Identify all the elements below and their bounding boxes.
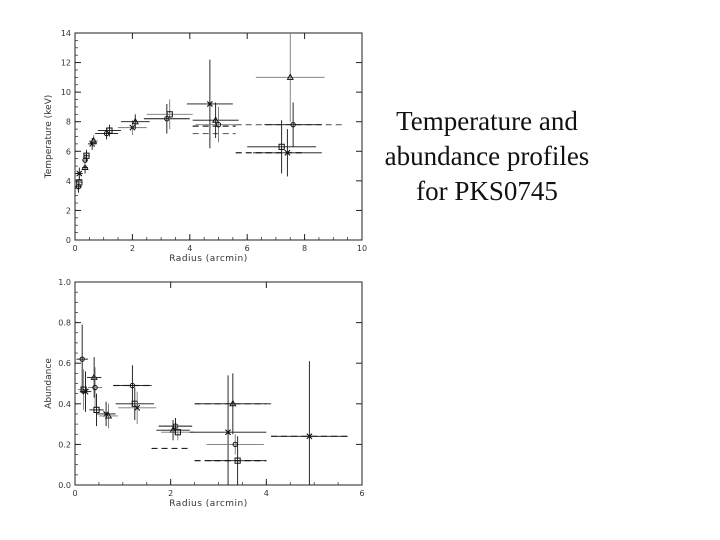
caption-line-1: Temperature and [396,106,578,136]
temperature-point-marker [166,111,173,118]
temperature-y-tick-label: 0 [66,236,71,245]
abundance-x-tick-label: 0 [72,489,77,498]
abundance-plot: 0 2 4 6 0.0 0.2 0.4 0.6 0.8 1.0 Radius (arcmin) Abu… [44,278,365,509]
temperature-y-tick-label: 10 [61,88,71,97]
temperature-point-marker [131,117,139,125]
temperature-data-point [195,106,242,143]
temperature-data-point [83,149,90,162]
caption-line-3: for PKS0745 [416,176,558,206]
abundance-data-point [89,393,104,427]
temperature-point-marker [215,121,222,128]
temperature-data-point [97,124,121,137]
abundance-point-marker [225,429,232,436]
abundance-data-point [161,424,195,441]
temperature-x-tick-label: 0 [72,244,77,253]
temperature-x-tick-label: 8 [302,244,307,253]
temperature-data-point [120,114,150,130]
temperature-x-tick-label: 4 [187,244,192,253]
temperature-data-point [75,167,83,180]
abundance-data-point [118,391,157,425]
temperature-data-point [146,99,193,130]
abundance-point-marker [104,411,113,419]
temperature-data-point [247,120,317,174]
abundance-x-tick-label: 6 [359,489,364,498]
abundance-point-marker [234,457,241,464]
temperature-point-marker [206,100,213,107]
temperature-y-tick-label: 8 [66,118,71,127]
abundance-data-point [208,436,267,485]
temperature-point-marker [290,121,296,128]
abundance-y-axis-label: Abundance [44,358,54,409]
temperature-data-point [89,135,98,147]
temperature-y-tick-label: 2 [66,206,71,215]
slide-caption: Temperature and abundance profiles for P… [362,104,612,209]
abundance-point-marker [80,386,87,393]
abundance-point-marker [79,356,85,362]
abundance-x-axis-label: Radius (arcmin) [169,499,248,509]
abundance-data-point [156,420,190,441]
temperature-data-point [252,129,322,177]
abundance-data-point [113,365,152,406]
abundance-data-point [87,367,103,408]
temperature-plot: 0 2 4 6 8 10 0 2 4 6 8 10 12 14 Radius (arcmin) Tempera… [44,29,367,264]
temperature-y-tick-label: 12 [61,59,71,68]
abundance-data-point [189,375,267,485]
abundance-data-point [76,324,88,394]
temperature-point-marker [286,73,294,80]
temperature-x-tick-label: 10 [357,244,367,253]
temperature-point-marker [211,116,220,123]
temperature-data-point [143,103,190,134]
abundance-point-marker [82,388,89,395]
temperature-point-marker [90,136,98,144]
temperature-x-axis-label: Radius (arcmin) [169,254,248,264]
temperature-point-marker [76,170,83,177]
abundance-x-tick-label: 4 [264,489,269,498]
abundance-data-point [206,434,264,455]
temperature-y-axis-label: Temperature (keV) [44,95,54,179]
abundance-point-marker [134,404,141,411]
abundance-point-marker [129,382,136,389]
abundance-y-tick-label: 0.0 [58,481,71,490]
temperature-y-tick-label: 14 [61,29,71,38]
abundance-data-point [79,371,92,412]
temperature-point-marker [81,163,89,171]
temperature-point-marker [284,149,291,156]
abundance-data-point [115,387,154,421]
abundance-y-tick-label: 0.4 [58,400,71,409]
abundance-x-tick-label: 2 [168,489,173,498]
abundance-plot-frame [74,281,363,486]
abundance-y-tick-label: 0.6 [58,359,71,368]
temperature-data-point [186,59,233,149]
temperature-data-point [192,102,239,138]
temperature-x-tick-label: 6 [245,244,250,253]
temperature-point-marker [76,179,83,186]
abundance-point-marker [229,399,237,407]
temperature-x-tick-label: 2 [130,244,135,253]
abundance-point-marker [93,406,100,413]
temperature-point-marker [278,143,285,150]
abundance-y-tick-label: 0.2 [58,440,71,449]
temperature-point-marker [83,152,90,159]
temperature-data-point [255,33,325,122]
abundance-point-marker [306,433,313,440]
temperature-data-point [264,102,322,147]
temperature-point-marker [129,124,136,131]
abundance-y-tick-label: 0.8 [58,319,71,328]
abundance-y-tick-label: 1.0 [58,278,71,287]
abundance-data-point [98,403,119,429]
temperature-data-point [118,120,147,136]
abundance-data-point [271,361,348,485]
abundance-data-point [96,401,116,427]
temperature-point-marker [106,127,113,134]
caption-line-2: abundance profiles [384,141,590,171]
abundance-data-point [194,373,272,435]
abundance-point-marker [92,384,98,391]
temperature-y-tick-label: 6 [66,147,71,156]
temperature-y-tick-label: 4 [66,177,71,186]
abundance-point-marker [174,429,181,436]
